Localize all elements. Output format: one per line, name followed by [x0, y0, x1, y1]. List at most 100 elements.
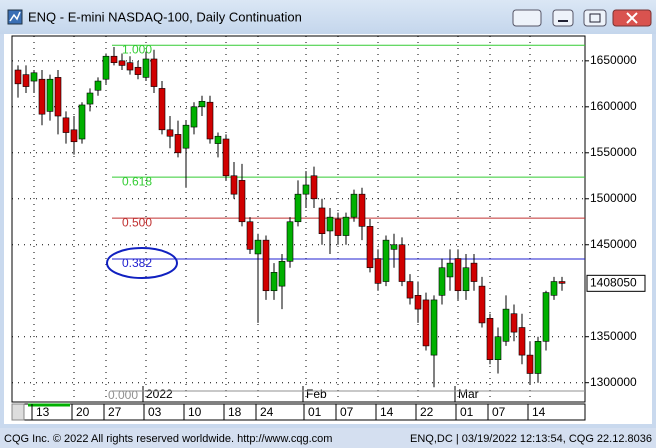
annotation-ellipse: [106, 247, 178, 279]
window-buttons[interactable]: [512, 9, 652, 27]
candle-body: [254, 239, 262, 255]
candle-body: [206, 101, 214, 140]
y-tick-label: 1350000: [590, 329, 637, 343]
fib-label: 1.000: [122, 42, 152, 56]
candle-body: [150, 58, 158, 87]
candle-body: [278, 261, 286, 287]
candle-body: [158, 88, 166, 131]
maximize-glyph: [589, 13, 601, 23]
month-label: 2022: [146, 387, 173, 401]
candle-body: [430, 299, 438, 356]
candle-body: [94, 80, 102, 91]
status-bar: [0, 428, 656, 448]
candle-body: [374, 258, 382, 284]
candle-body: [30, 72, 38, 82]
candle-body: [470, 262, 478, 282]
month-label: Mar: [458, 387, 479, 401]
candle-body: [358, 193, 366, 227]
candle-body: [214, 135, 222, 144]
y-tick-label: 1650000: [590, 53, 637, 67]
candle-body: [310, 175, 318, 200]
last-price-label: 1408050: [590, 275, 637, 289]
x-tick-label: 18: [228, 405, 242, 419]
maximize-button[interactable]: [583, 9, 607, 27]
candle-body: [350, 193, 358, 218]
candle-body: [198, 100, 206, 108]
candle-body: [302, 184, 310, 195]
candle-body: [166, 129, 174, 137]
footer-copyright: CQG Inc. © 2022 All rights reserved worl…: [4, 433, 332, 445]
candle-body: [510, 313, 518, 333]
scroll-thumb[interactable]: [11, 403, 25, 421]
y-tick-label: 1600000: [590, 99, 637, 113]
candle-body: [190, 106, 198, 128]
candle-body: [238, 180, 246, 223]
x-tick-label: 13: [36, 405, 50, 419]
minimize-button[interactable]: [552, 9, 574, 27]
candle-body: [318, 207, 326, 235]
x-tick-label: 01: [308, 405, 322, 419]
link-button[interactable]: [512, 9, 542, 27]
y-tick-label: 1300000: [590, 375, 637, 389]
candle-body: [22, 74, 30, 87]
candle-body: [14, 69, 22, 85]
x-tick-label: 07: [340, 405, 354, 419]
candle-body: [382, 239, 390, 282]
x-tick-label: 27: [108, 405, 122, 419]
candle-body: [46, 78, 54, 112]
candle-body: [438, 267, 446, 296]
candle-body: [334, 218, 342, 236]
fib-label: 0.382: [122, 256, 152, 270]
candle-body: [294, 193, 302, 223]
fib-label: 0.500: [122, 215, 152, 229]
candle-body: [126, 62, 134, 71]
x-tick-label: 14: [380, 405, 394, 419]
candle-body: [70, 129, 78, 143]
candle-body: [102, 55, 110, 80]
footer-info: ENQ,DC | 03/19/2022 12:13:54, CQG 22.12.…: [410, 433, 652, 445]
candle-body: [270, 272, 278, 292]
candle-body: [558, 281, 566, 284]
candle-body: [422, 299, 430, 347]
candle-body: [406, 281, 414, 299]
candle-body: [398, 244, 406, 282]
candle-body: [542, 292, 550, 342]
candle-body: [174, 134, 182, 154]
candle-body: [446, 262, 454, 278]
y-tick-label: 1500000: [590, 191, 637, 205]
candle-body: [366, 226, 374, 269]
candle-body: [494, 336, 502, 360]
candle-body: [262, 239, 270, 292]
x-tick-label: 14: [532, 405, 546, 419]
month-label: Feb: [306, 387, 327, 401]
candle-body: [550, 281, 558, 296]
candle-body: [390, 244, 398, 250]
y-tick-label: 1450000: [590, 237, 637, 251]
last-price-box: [586, 274, 646, 292]
candle-body: [54, 77, 62, 117]
x-tick-label: 03: [148, 405, 162, 419]
candle-body: [222, 138, 230, 177]
candle-body: [246, 221, 254, 250]
candle-body: [414, 295, 422, 310]
x-tick-label: 01: [460, 405, 474, 419]
x-tick-label: 10: [188, 405, 202, 419]
candle-body: [502, 308, 510, 342]
x-tick-label: 24: [260, 405, 274, 419]
candle-body: [182, 124, 190, 149]
candle-body: [518, 327, 526, 356]
fib-label: 0.618: [122, 174, 152, 188]
x-tick-label: 20: [76, 405, 90, 419]
close-glyph: [626, 12, 638, 24]
candle-body: [486, 318, 494, 360]
candle-body: [142, 58, 150, 78]
fib-label: 0.000: [108, 388, 138, 402]
candle-body: [526, 354, 534, 374]
candle-body: [534, 341, 542, 374]
candle-body: [62, 117, 70, 133]
candle-body: [462, 267, 470, 292]
candle-body: [134, 66, 142, 75]
candle-body: [286, 221, 294, 262]
window-title: ENQ - E-mini NASDAQ-100, Daily Continuat…: [28, 9, 302, 24]
